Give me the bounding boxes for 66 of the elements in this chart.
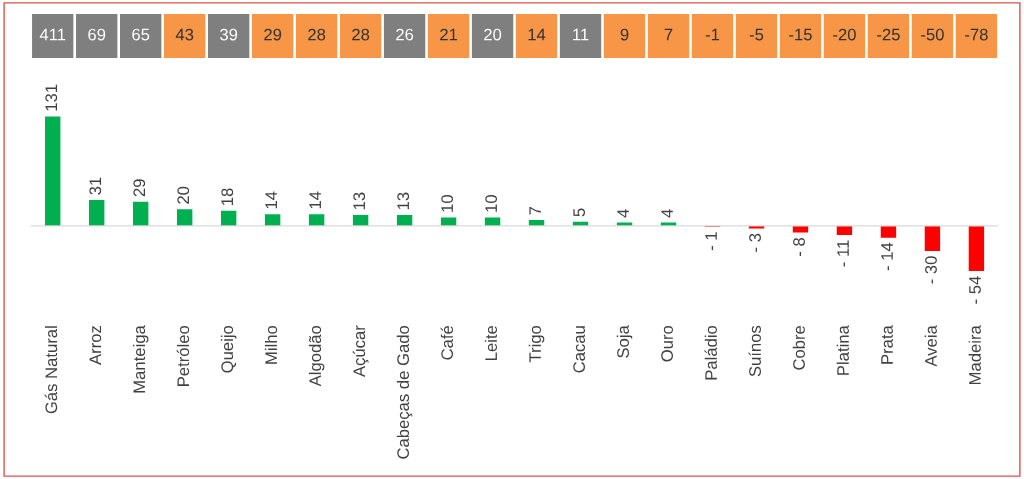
data-label: 14 <box>528 28 546 41</box>
x-tick-label: Platina <box>836 325 849 375</box>
data-label: - 8 <box>793 237 805 256</box>
data-label: - 1 <box>705 232 717 251</box>
data-label: 13 <box>353 192 366 210</box>
data-label: 69 <box>88 28 106 41</box>
data-label: 7 <box>664 28 673 41</box>
data-label: 39 <box>220 28 238 41</box>
data-label: 13 <box>397 192 410 210</box>
data-label: 4 <box>617 209 629 218</box>
data-label: -20 <box>833 28 856 41</box>
x-tick-label: Cacau <box>573 326 586 373</box>
x-tick-label: Soja <box>616 325 633 358</box>
x-tick-label: Prata <box>881 325 893 364</box>
data-label: 21 <box>440 28 458 41</box>
data-label: -25 <box>877 28 900 41</box>
x-tick-label: Paládio <box>704 325 717 380</box>
x-tick-label: Suínos <box>748 325 761 377</box>
x-tick-label: Café <box>440 325 454 360</box>
x-tick-label: Milho <box>264 325 278 364</box>
data-label: - 11 <box>837 240 849 267</box>
data-label: -5 <box>749 28 764 41</box>
data-label: 5 <box>573 208 586 217</box>
data-label: - 54 <box>969 276 981 304</box>
data-label: - 14 <box>881 242 893 271</box>
data-label: -15 <box>789 28 812 41</box>
x-tick-label: Ouro <box>661 325 673 362</box>
data-label: 131 <box>45 84 58 111</box>
x-tick-label: Gás Natural <box>44 326 58 414</box>
data-label: 65 <box>132 28 150 41</box>
data-label: 7 <box>529 207 541 215</box>
x-tick-label: Manteiga <box>132 325 149 393</box>
data-label: 10 <box>441 195 454 212</box>
data-label: -50 <box>921 28 944 41</box>
data-label: 411 <box>39 28 66 41</box>
data-label: 20 <box>484 28 502 41</box>
x-tick-label: Cabeças de Gado <box>396 325 413 459</box>
data-label: 29 <box>264 28 282 41</box>
data-label: - 3 <box>749 233 761 252</box>
x-tick-label: Trigo <box>528 325 545 363</box>
data-label: 29 <box>133 179 146 197</box>
data-label: 28 <box>308 28 326 41</box>
data-label: 11 <box>573 28 589 41</box>
x-tick-label: Aveia <box>924 325 937 367</box>
x-tick-label: Arroz <box>89 326 102 365</box>
data-label: - 30 <box>925 256 937 284</box>
data-label: 31 <box>89 177 102 195</box>
data-label: -1 <box>705 28 720 41</box>
data-label: 43 <box>175 28 194 41</box>
data-label: 28 <box>352 28 370 41</box>
x-tick-label: Petróleo <box>176 325 190 386</box>
data-label: 10 <box>485 195 498 212</box>
data-label: 20 <box>177 186 190 204</box>
data-label: 14 <box>309 191 321 209</box>
x-tick-label: Leite <box>484 325 498 360</box>
x-tick-label: Cobre <box>792 325 805 370</box>
data-label: 9 <box>620 28 629 41</box>
x-tick-label: Açúcar <box>352 325 369 378</box>
data-label: 4 <box>661 209 673 218</box>
data-label: 18 <box>221 188 234 205</box>
data-label: 14 <box>265 191 277 209</box>
x-tick-label: Madeira <box>968 325 981 385</box>
data-label: 26 <box>396 28 414 41</box>
x-tick-label: Algodão <box>308 325 325 387</box>
x-tick-label: Queijo <box>220 325 237 373</box>
data-label: -78 <box>965 28 988 41</box>
